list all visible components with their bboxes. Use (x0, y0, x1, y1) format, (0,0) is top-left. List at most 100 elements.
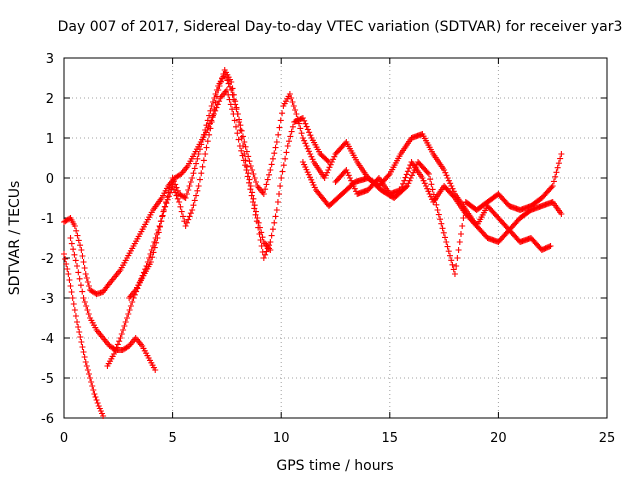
data-point (84, 367, 91, 373)
data-point (215, 87, 222, 93)
data-point (448, 183, 455, 189)
data-point (427, 193, 434, 200)
data-point (404, 168, 411, 175)
data-point (249, 167, 256, 173)
data-point (260, 191, 267, 197)
data-point (419, 175, 426, 181)
data-point (262, 251, 269, 258)
data-point (552, 173, 559, 180)
data-point (268, 232, 275, 239)
data-point (203, 144, 210, 151)
data-point (260, 255, 267, 261)
data-point (194, 155, 201, 162)
data-point (187, 210, 194, 217)
data-point (267, 239, 274, 245)
data-point (322, 172, 329, 179)
data-point (440, 229, 447, 236)
data-point (307, 132, 314, 139)
data-point (246, 176, 253, 183)
data-point (444, 175, 451, 181)
chart-title: Day 007 of 2017, Sidereal Day-to-day VTE… (58, 19, 623, 35)
data-point (85, 311, 92, 317)
data-point (209, 112, 216, 119)
data-point (229, 85, 236, 92)
data-point (186, 213, 193, 220)
y-tick-label: -5 (41, 372, 54, 387)
data-point (81, 354, 88, 360)
x-tick-label: 10 (273, 431, 290, 446)
data-point (445, 177, 452, 184)
data-point (181, 194, 188, 201)
data-point (72, 313, 79, 319)
data-point (117, 335, 124, 341)
data-point (328, 159, 335, 165)
data-point (426, 191, 433, 197)
data-point (406, 177, 413, 184)
y-tick-label: -2 (41, 252, 54, 267)
data-point (189, 207, 196, 213)
data-point (345, 172, 352, 179)
data-point (558, 151, 565, 157)
data-point (275, 131, 282, 138)
data-point (459, 223, 466, 229)
data-point (273, 139, 280, 145)
y-axis-label: SDTVAR / TECUs (7, 181, 23, 296)
data-point (79, 253, 86, 259)
data-point (87, 375, 94, 381)
data-point (397, 187, 404, 193)
x-tick-label: 5 (168, 431, 176, 446)
data-point (208, 103, 215, 109)
data-point (308, 153, 315, 160)
data-point (302, 120, 309, 127)
data-point (242, 157, 249, 164)
data-point (190, 170, 197, 177)
y-tick-label: -4 (41, 332, 54, 347)
data-point (72, 257, 79, 264)
plot-frame (63, 57, 608, 419)
data-point (170, 178, 177, 185)
data-point (276, 191, 283, 197)
data-point (445, 248, 452, 255)
data-point (233, 104, 240, 111)
data-point (207, 107, 214, 114)
data-point (216, 83, 223, 89)
data-point (199, 136, 206, 143)
data-point (271, 150, 278, 157)
data-point (421, 180, 428, 187)
data-point (174, 195, 181, 202)
data-point (438, 220, 445, 227)
data-point (455, 247, 462, 253)
data-point (93, 397, 100, 403)
data-point (242, 143, 249, 150)
data-point (435, 211, 442, 218)
data-point (73, 227, 80, 234)
data-point (258, 243, 265, 249)
data-point (81, 265, 88, 271)
data-point (152, 367, 159, 373)
data-point (243, 148, 250, 155)
data-point (278, 175, 285, 181)
data-point (307, 151, 314, 157)
data-point (453, 263, 460, 269)
data-point (235, 136, 242, 143)
data-point (149, 254, 156, 261)
data-point (424, 169, 431, 176)
data-point (267, 167, 274, 173)
data-point (79, 344, 86, 350)
data-point (246, 158, 253, 165)
data-point (303, 143, 310, 149)
data-point (247, 183, 254, 189)
data-point (146, 255, 153, 261)
data-point (239, 143, 246, 149)
data-point (424, 185, 431, 192)
series-arc-1 (61, 251, 107, 419)
data-point (67, 235, 74, 241)
data-point (427, 176, 434, 183)
data-point (258, 229, 265, 236)
data-point (238, 147, 245, 154)
data-point (267, 247, 274, 253)
data-point (404, 183, 411, 189)
data-point (425, 188, 432, 195)
data-point (123, 315, 130, 321)
data-point (78, 339, 85, 345)
